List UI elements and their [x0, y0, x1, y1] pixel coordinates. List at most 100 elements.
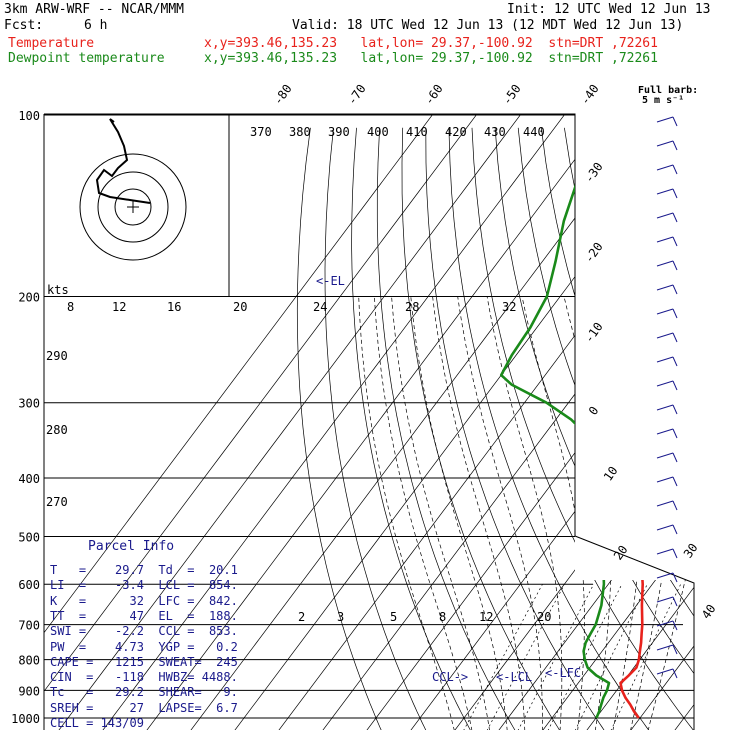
theta-left-label: 280 [46, 423, 68, 437]
mixing-ratio-label: 2 [298, 610, 305, 624]
pressure-label: 800 [18, 654, 40, 668]
isotherm-line [630, 114, 694, 730]
wind-barb [656, 620, 674, 627]
pressure-label: 100 [18, 109, 40, 123]
wind-barb [656, 644, 674, 651]
isotherm-line [102, 114, 575, 730]
wind-barb [656, 236, 674, 243]
isotherm-line [586, 114, 694, 730]
isotherm-label: -80 [271, 82, 295, 108]
isotherm-line [674, 114, 694, 730]
wind-barb-flag [672, 476, 678, 487]
wind-barb-flag [672, 308, 678, 319]
isotherm-label: -40 [578, 82, 602, 108]
lcl-annotation: <-LCL [496, 670, 532, 684]
hodo-speed-label: 24 [313, 300, 327, 314]
hodograph-unit: kts [47, 283, 69, 297]
full-barb-value: 5 m s⁻¹ [642, 95, 684, 106]
hodograph-ring [79, 153, 187, 261]
isotherm-line [58, 114, 531, 730]
wind-barb [656, 260, 674, 267]
isotherm-line [44, 114, 443, 730]
parcel-info-row: TT = 47 EL = 188. [50, 608, 238, 623]
fcst-value: 6 h [84, 18, 108, 33]
parcel-info-row: T = 29.7 Td = 20.1 [50, 563, 238, 577]
header: 3km ARW-WRF -- NCAR/MMM Init: 12 UTC Wed… [0, 0, 740, 70]
isotherm-line [44, 114, 487, 730]
parcel-info-row: LI = -3.4 LCL = 854. [50, 578, 238, 593]
dry-adiabat [633, 127, 694, 730]
parcel-info-row: SWI = -2.2 CCL = 853. [50, 624, 238, 639]
dry-adiabat [351, 127, 472, 730]
wind-barb-flag [672, 404, 678, 415]
wind-barb-flag [672, 500, 678, 511]
temperature-trace [612, 114, 645, 719]
mixing-ratio-line [547, 584, 623, 730]
hodograph-ring [114, 188, 152, 226]
wind-barb [656, 356, 674, 363]
wind-barb-flag [672, 524, 678, 535]
pressure-label: 300 [18, 397, 40, 411]
plot-frame [44, 113, 695, 730]
dry-adiabat [517, 127, 694, 730]
wind-barb-flag [672, 284, 678, 295]
wind-barb [656, 308, 674, 315]
wind-barb-flag [672, 164, 678, 175]
wind-barb [656, 404, 674, 411]
mixing-ratio-label: 5 [390, 610, 397, 624]
pressure-label: 400 [18, 472, 40, 486]
theta-label: 390 [328, 125, 350, 139]
wind-barb [656, 572, 674, 579]
theta-left-label: 290 [46, 349, 68, 363]
init-time: Init: 12 UTC Wed 12 Jun 13 [507, 2, 711, 17]
theta-label: 440 [523, 125, 545, 139]
pressure-label: 600 [18, 578, 40, 592]
moist-adiabat [647, 296, 694, 730]
wind-barb-flag [672, 260, 678, 271]
isotherm-label: -10 [582, 320, 606, 346]
wind-barb-flag [672, 236, 678, 247]
wind-barb [656, 212, 674, 219]
wind-barb-flag [672, 572, 678, 583]
el-annotation: <-EL [316, 274, 345, 288]
hodo-speed-label: 32 [502, 300, 516, 314]
isotherm-label: 0 [586, 404, 602, 418]
wind-barb [656, 428, 674, 435]
theta-label: 400 [367, 125, 389, 139]
wind-barb-flag [672, 380, 678, 391]
isotherm-label: -30 [582, 160, 606, 186]
wind-barbs [656, 116, 678, 679]
pressure-label: 700 [18, 619, 40, 633]
valid-time: Valid: 18 UTC Wed 12 Jun 13 (12 MDT Wed … [292, 18, 684, 33]
dry-adiabat [471, 127, 694, 730]
mixing-ratio-label: 20 [537, 610, 551, 624]
isotherm-label: -20 [582, 240, 606, 266]
theta-label: 370 [250, 125, 272, 139]
hodograph [79, 118, 187, 261]
parcel-info-row: Tc = 29.2 SHEAR= 9. [50, 685, 238, 700]
wind-barb-flag [672, 668, 678, 679]
theta-label: 420 [445, 125, 467, 139]
isotherm-label: -70 [345, 82, 369, 108]
dry-adiabat [564, 127, 694, 730]
dry-adiabat [376, 127, 516, 730]
wind-barb-flag [672, 452, 678, 463]
wind-barb [656, 188, 674, 195]
wind-barb-flag [672, 332, 678, 343]
isotherm-label: 30 [681, 541, 701, 561]
wind-barb [656, 116, 674, 123]
isotherm-label: 20 [611, 543, 631, 563]
wind-barb [656, 668, 674, 675]
wind-barb [656, 524, 674, 531]
hodo-speed-label: 28 [405, 300, 419, 314]
parcel-info-row: CAPE = 1215 SWEAT= 245 [50, 654, 238, 669]
moist-adiabat [358, 296, 455, 730]
dewpoint-location: x,y=393.46,135.23 lat,lon= 29.37,-100.92… [204, 51, 658, 66]
dry-adiabat [324, 127, 427, 730]
hodograph-ring [97, 171, 169, 243]
isotherm-line [146, 114, 619, 730]
isotherm-label: 40 [699, 602, 719, 622]
parcel-info-row: CELL = 143/09 [50, 716, 144, 730]
isotherm-line [498, 114, 694, 730]
dry-adiabat [703, 128, 740, 731]
